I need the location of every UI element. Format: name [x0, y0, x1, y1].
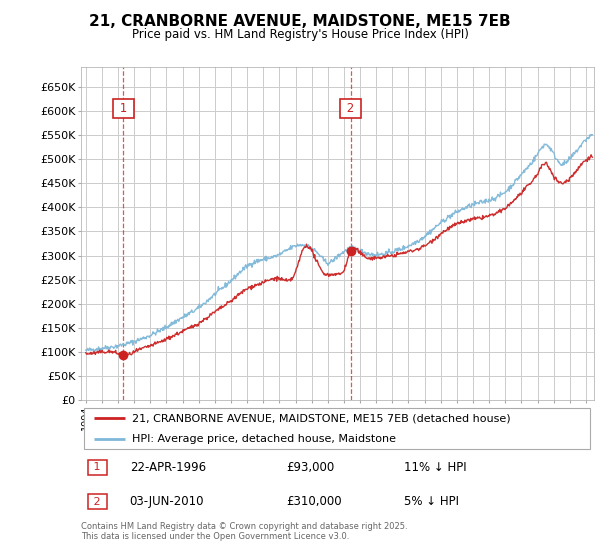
Text: 2: 2 — [90, 497, 104, 507]
Text: £93,000: £93,000 — [286, 461, 334, 474]
Text: 21, CRANBORNE AVENUE, MAIDSTONE, ME15 7EB (detached house): 21, CRANBORNE AVENUE, MAIDSTONE, ME15 7E… — [133, 413, 511, 423]
Text: HPI: Average price, detached house, Maidstone: HPI: Average price, detached house, Maid… — [133, 433, 397, 444]
Text: 11% ↓ HPI: 11% ↓ HPI — [404, 461, 467, 474]
Text: Contains HM Land Registry data © Crown copyright and database right 2025.
This d: Contains HM Land Registry data © Crown c… — [81, 522, 407, 542]
Text: Price paid vs. HM Land Registry's House Price Index (HPI): Price paid vs. HM Land Registry's House … — [131, 28, 469, 41]
Text: 21, CRANBORNE AVENUE, MAIDSTONE, ME15 7EB: 21, CRANBORNE AVENUE, MAIDSTONE, ME15 7E… — [89, 14, 511, 29]
FancyBboxPatch shape — [83, 408, 590, 449]
Text: 1: 1 — [90, 462, 104, 472]
Text: 5% ↓ HPI: 5% ↓ HPI — [404, 495, 459, 508]
Text: 2: 2 — [343, 102, 358, 115]
Text: 22-APR-1996: 22-APR-1996 — [130, 461, 206, 474]
Text: £310,000: £310,000 — [286, 495, 342, 508]
Text: 1: 1 — [116, 102, 131, 115]
Text: 03-JUN-2010: 03-JUN-2010 — [130, 495, 204, 508]
